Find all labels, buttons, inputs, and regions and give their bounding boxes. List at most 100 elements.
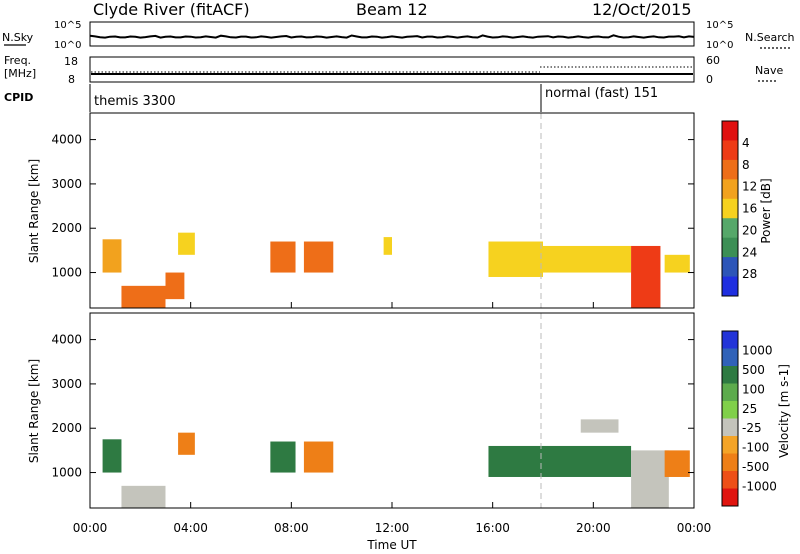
data-region: [303, 241, 334, 273]
colorbar-segment: [722, 453, 738, 472]
colorbar-frame: [721, 330, 739, 507]
data-region: [121, 485, 166, 508]
colorbar-tick-label: 20: [742, 223, 757, 237]
data-region: [383, 237, 392, 255]
data-region: [270, 441, 296, 473]
velocity-ylabel: Slant Range [km]: [27, 359, 41, 463]
colorbar-segment: [722, 436, 738, 454]
colorbar-segment: [722, 383, 738, 402]
colorbar-segment: [722, 198, 738, 219]
station-title: Clyde River (fitACF): [93, 0, 250, 19]
nsearch-label: N.Search: [745, 31, 795, 44]
data-region: [631, 450, 669, 508]
colorbar-tick-label: 12: [742, 180, 757, 194]
noise-tick-left-top: 10^5: [54, 20, 81, 31]
colorbar-tick-label: 25: [742, 402, 757, 416]
y-tick-label: 2000: [51, 221, 82, 235]
cpid-mode-1: themis 3300: [94, 94, 176, 109]
colorbar-tick-label: -500: [742, 460, 769, 474]
colorbar-segment: [722, 237, 738, 258]
colorbar-frame: [721, 120, 739, 297]
colorbar-segment: [722, 488, 738, 507]
data-region: [543, 245, 632, 273]
x-tick-label: 04:00: [173, 521, 208, 535]
power-colorbar-label: Power [dB]: [759, 178, 773, 243]
power-ylabel: Slant Range [km]: [27, 159, 41, 263]
cpid-panel: CPID themis 3300 normal (fast) 151: [4, 84, 658, 112]
data-region: [488, 445, 632, 477]
colorbar-tick-label: 28: [742, 267, 757, 281]
data-region: [631, 245, 661, 308]
x-tick-label: 00:00: [73, 521, 108, 535]
freq-tick-right-bottom: 0: [706, 73, 713, 86]
x-tick-label: 12:00: [375, 521, 410, 535]
colorbar-segment: [722, 257, 738, 278]
data-region: [664, 254, 690, 273]
colorbar-tick-label: -100: [742, 441, 769, 455]
velocity-colorbar-label: Velocity [m s-1]: [777, 364, 791, 458]
data-region: [178, 232, 195, 255]
y-tick-label: 3000: [51, 377, 82, 391]
y-tick-label: 4000: [51, 333, 82, 347]
colorbar-tick-label: 100: [742, 382, 765, 396]
power-panel-bg: [90, 113, 694, 308]
colorbar-tick-label: -1000: [742, 480, 777, 494]
y-tick-label: 1000: [51, 466, 82, 480]
y-tick-label: 1000: [51, 266, 82, 280]
colorbar-tick-label: 16: [742, 202, 757, 216]
colorbar-segment: [722, 366, 738, 384]
noise-tick-right-top: 10^5: [706, 20, 733, 31]
colorbar-segment: [722, 276, 738, 297]
colorbar-tick-label: -25: [742, 421, 762, 435]
data-region: [270, 241, 296, 273]
beam-title: Beam 12: [356, 0, 428, 19]
noise-panel-frame: [89, 21, 695, 47]
colorbar-segment: [722, 121, 738, 141]
colorbar-tick-label: 1000: [742, 343, 773, 357]
y-tick-label: 3000: [51, 177, 82, 191]
velocity-colorbar: 1000 500 100 25 -25 -100 -500 -1000: [721, 330, 777, 507]
noise-tick-right-bottom: 10^0: [706, 40, 733, 51]
colorbar-tick-label: 24: [742, 245, 757, 259]
power-regions: [102, 232, 690, 308]
data-region: [178, 432, 195, 455]
x-tick-label: 08:00: [274, 521, 309, 535]
date-title: 12/Oct/2015: [592, 0, 692, 19]
freq-tick-left-bottom: 8: [68, 73, 75, 86]
colorbar-segment: [722, 418, 738, 437]
nsky-label: N.Sky: [2, 31, 34, 44]
freq-panel-frame: [89, 56, 695, 83]
noise-panel: N.Sky 10^5 10^0 10^5 10^0 N.Search: [2, 20, 795, 51]
freq-tick-left-top: 18: [64, 55, 78, 68]
freq-tick-right-top: 60: [706, 54, 720, 67]
x-tick-label: 20:00: [576, 521, 611, 535]
data-region: [580, 419, 619, 433]
freq-panel: Freq. [MHz] 18 8 60 0 Nave: [4, 54, 783, 86]
data-region: [102, 239, 122, 273]
freq-label-1: Freq.: [4, 54, 31, 67]
velocity-y-ticks: 1000 2000 3000 4000: [51, 333, 694, 480]
cpid-mode-2: normal (fast) 151: [545, 86, 658, 101]
x-axis-ticks: 00:00 04:00 08:00 12:00 16:00 20:00 00:00: [73, 302, 712, 535]
data-region: [303, 441, 334, 473]
x-tick-label: 00:00: [677, 521, 712, 535]
data-region: [664, 450, 690, 477]
colorbar-segment: [722, 471, 738, 489]
colorbar-segment: [722, 331, 738, 349]
velocity-regions: [102, 419, 690, 508]
colorbar-segment: [722, 179, 738, 200]
noise-tick-left-bottom: 10^0: [54, 40, 81, 51]
velocity-panel: 1000 2000 3000 4000 Slant Range [km] 1000 50…: [27, 312, 791, 509]
colorbar-segment: [722, 140, 738, 161]
nave-label: Nave: [755, 64, 783, 77]
freq-label-2: [MHz]: [4, 67, 36, 80]
data-region: [102, 439, 122, 473]
power-colorbar: 4 8 12 16 20 24 28: [721, 120, 757, 297]
colorbar-segment: [722, 159, 738, 180]
y-tick-label: 2000: [51, 421, 82, 435]
colorbar-tick-label: 4: [742, 136, 750, 150]
velocity-panel-bg: [90, 313, 694, 508]
colorbar-tick-label: 8: [742, 158, 750, 172]
colorbar-tick-label: 500: [742, 363, 765, 377]
